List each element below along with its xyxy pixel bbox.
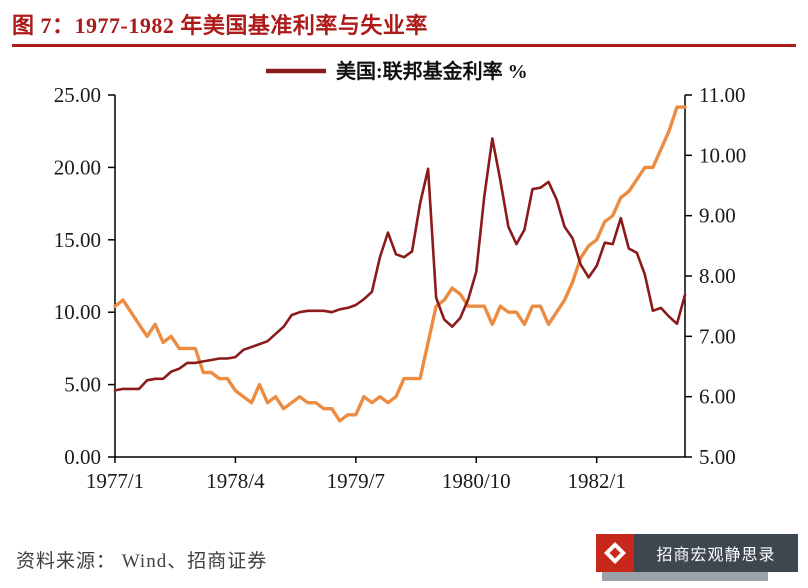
left-axis-label: 25.00 xyxy=(54,83,101,107)
unemployment-rate-right-axis-line xyxy=(113,105,687,423)
watermark-ribbon: 招商宏观静思录 xyxy=(596,534,798,572)
cms-logo-icon xyxy=(596,534,634,572)
right-axis-label: 10.00 xyxy=(699,143,746,167)
x-axis-label: 1980/10 xyxy=(442,469,511,493)
page-title: 图 7：1977-1982 年美国基准利率与失业率 xyxy=(12,13,428,38)
figure-header: 图 7：1977-1982 年美国基准利率与失业率 xyxy=(12,0,796,47)
watermark-ribbon-tail xyxy=(602,572,768,581)
fed-funds-rate-line xyxy=(113,137,687,392)
left-axis-label: 0.00 xyxy=(64,445,101,469)
x-axis-label: 1977/1 xyxy=(86,469,144,493)
x-axis-label: 1979/7 xyxy=(327,469,385,493)
right-axis-label: 5.00 xyxy=(699,445,736,469)
source-note: 资料来源： Wind、招商证券 xyxy=(16,551,268,572)
right-axis-label: 11.00 xyxy=(699,83,745,107)
right-axis-label: 9.00 xyxy=(699,204,736,228)
left-axis-label: 10.00 xyxy=(54,300,101,324)
left-axis-label: 20.00 xyxy=(54,155,101,179)
right-axis-label: 6.00 xyxy=(699,385,736,409)
x-axis-label: 1982/1 xyxy=(568,469,626,493)
line-chart: 美国:联邦基金利率 % 0.00 5.00 10.00 15.00 20.00 25.00 5… xyxy=(54,59,747,493)
watermark-label: 招商宏观静思录 xyxy=(634,534,798,572)
watermark: 招商宏观静思录 xyxy=(596,534,798,581)
right-axis-label: 8.00 xyxy=(699,264,736,288)
right-axis-label: 7.00 xyxy=(699,324,736,348)
x-axis-label: 1978/4 xyxy=(206,469,265,493)
legend-label: 美国:联邦基金利率 % xyxy=(336,59,528,83)
left-axis-label: 5.00 xyxy=(64,373,101,397)
left-axis-label: 15.00 xyxy=(54,228,101,252)
